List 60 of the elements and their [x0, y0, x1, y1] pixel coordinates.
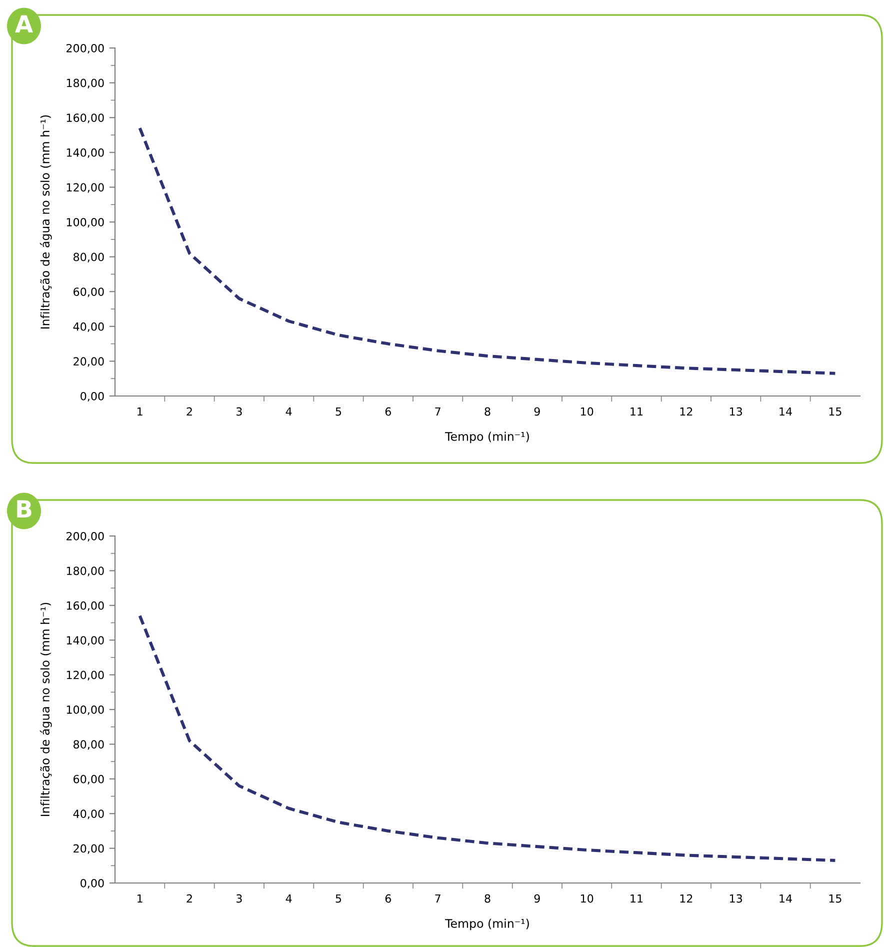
x-axis-title: Tempo (min⁻¹): [445, 432, 529, 444]
x-tick-label: 12: [680, 894, 692, 903]
y-tick-label: 160,00: [66, 601, 104, 611]
x-axis-title: Tempo (min⁻¹): [445, 918, 529, 930]
x-tick-label: 4: [286, 894, 292, 903]
y-tick-label: 200,00: [66, 44, 104, 54]
y-tick-label: 80,00: [74, 252, 104, 262]
x-tick-label: 15: [829, 407, 842, 416]
y-tick-label: 140,00: [66, 148, 104, 158]
y-tick-label: 0,00: [80, 392, 104, 402]
x-tick-label: 8: [484, 407, 490, 416]
y-tick-label: 20,00: [74, 844, 104, 854]
y-tick-label: 180,00: [66, 78, 104, 88]
x-tick-label: 14: [780, 894, 792, 903]
x-tick-label: 6: [385, 894, 391, 903]
x-tick-label: 15: [829, 894, 842, 903]
chart-title: A: [14, 15, 34, 33]
line-series: [138, 126, 837, 375]
y-tick-label: 60,00: [74, 774, 104, 784]
x-tick-label: 9: [534, 894, 540, 903]
x-tick-label: 5: [336, 407, 342, 416]
y-tick-label: 180,00: [66, 566, 104, 576]
x-tick-label: 1: [138, 407, 142, 416]
x-tick-label: 13: [730, 407, 742, 416]
x-tick-label: 1: [138, 894, 142, 903]
x-tick-label: 10: [580, 894, 594, 903]
y-tick-label: 140,00: [66, 636, 104, 646]
x-tick-label: 7: [435, 407, 440, 416]
y-tick-label: 0,00: [80, 878, 104, 889]
x-tick-label: 11: [630, 407, 643, 416]
x-tick-label: 8: [484, 894, 490, 903]
x-tick-label: 9: [534, 407, 540, 416]
x-tick-label: 2: [186, 407, 192, 416]
y-tick-label: 20,00: [74, 357, 104, 367]
y-tick-label: 100,00: [66, 218, 104, 228]
y-axis-title: Infiltração de água no solo (mm h⁻¹): [40, 115, 52, 328]
y-tick-label: 80,00: [74, 740, 104, 750]
x-tick-label: 10: [580, 407, 594, 416]
y-tick-label: 40,00: [73, 810, 104, 820]
y-tick-label: 120,00: [66, 183, 104, 193]
x-tick-label: 4: [286, 407, 292, 416]
x-tick-label: 5: [336, 894, 342, 903]
y-tick-label: 40,00: [73, 322, 104, 332]
x-tick-label: 6: [385, 407, 391, 416]
y-tick-label: 160,00: [66, 114, 104, 124]
y-tick-label: 200,00: [66, 532, 104, 542]
y-tick-label: 60,00: [74, 288, 104, 298]
x-tick-label: 12: [680, 407, 692, 416]
x-tick-label: 3: [236, 894, 242, 903]
y-axis-title: Infiltração de água no solo (mm h⁻¹): [40, 602, 52, 816]
x-tick-label: 2: [186, 894, 192, 903]
y-tick-label: 100,00: [66, 705, 104, 716]
chart-title: B: [17, 500, 32, 518]
x-tick-label: 7: [435, 894, 440, 903]
line-series: [138, 614, 837, 862]
x-tick-label: 14: [780, 407, 792, 416]
x-tick-label: 13: [730, 894, 742, 903]
x-tick-label: 3: [236, 407, 242, 416]
x-tick-label: 11: [630, 894, 643, 903]
y-tick-label: 120,00: [66, 670, 104, 680]
